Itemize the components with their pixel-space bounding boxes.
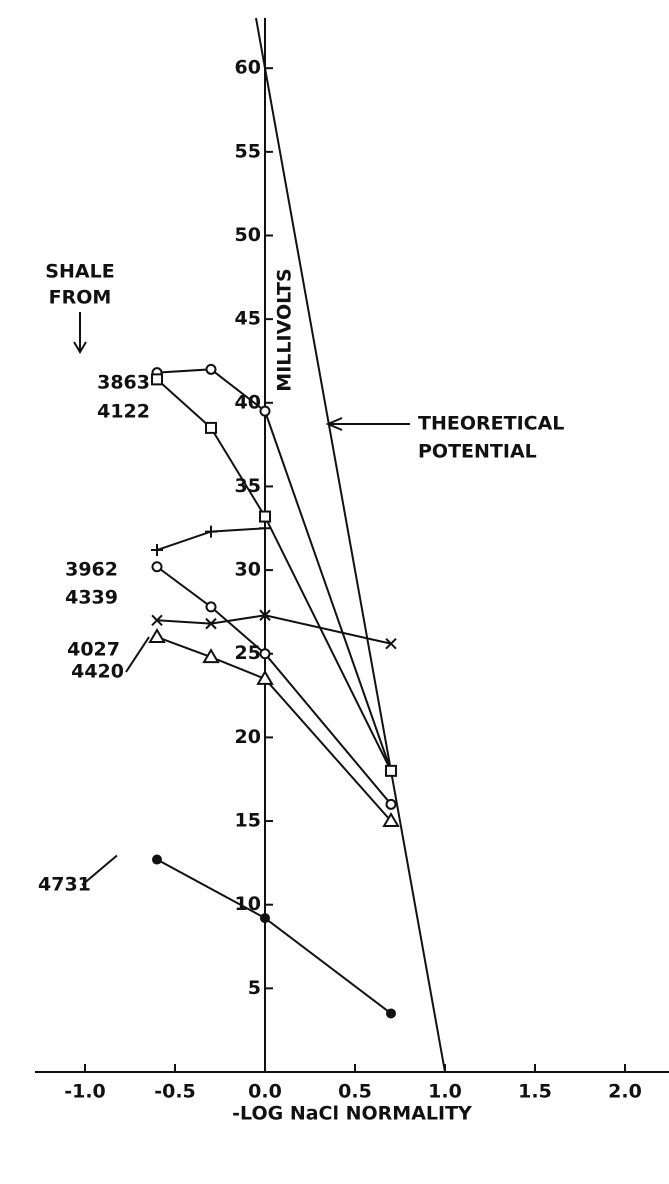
marker [151,561,163,573]
legend-title: SHALE [45,261,114,283]
series-line [156,858,392,1015]
marker [256,669,274,685]
legend-label: 4027 [67,639,120,661]
marker [259,510,271,523]
theoretical-line [255,17,446,1073]
series-line [156,368,392,772]
y-axis-label: MILLIVOLTS [274,268,296,391]
x-tick-label: -0.5 [154,1081,196,1103]
marker [151,614,163,626]
x-tick-label: 0.0 [248,1081,282,1103]
marker [386,1008,396,1019]
annotation: THEORETICAL [418,413,564,435]
y-tick-label: 5 [248,977,261,999]
marker [385,798,397,810]
marker [259,522,271,535]
series-line [156,378,392,772]
legend-label: 4122 [97,401,150,423]
leader-line [125,636,150,673]
y-tick-label: 10 [235,893,261,915]
y-tick-label: 25 [235,642,261,664]
x-tick-label: 0.5 [338,1081,372,1103]
y-tick-label: 30 [235,559,261,581]
marker [151,373,163,386]
y-tick-label: 40 [235,391,261,413]
x-tick-label: 1.0 [428,1081,462,1103]
marker [259,609,271,621]
marker [148,628,166,644]
y-tick-label: 20 [235,726,261,748]
legend-arrow [73,312,87,354]
marker [202,648,220,664]
y-tick-label: 45 [235,308,261,330]
y-tick-label: 60 [235,57,261,79]
marker [205,525,217,538]
legend-label: 4420 [71,661,124,683]
leader-line [81,854,118,886]
legend-label: 4339 [65,587,118,609]
marker [151,544,163,557]
series-line [156,614,392,645]
marker [260,913,270,924]
marker [382,812,400,828]
y-tick-label: 35 [235,475,261,497]
annotation-arrow [325,417,410,431]
marker [205,617,217,630]
x-tick-label: -1.0 [64,1081,106,1103]
legend-label: 3863 [97,372,150,394]
y-tick-label: 15 [235,810,261,832]
y-tick-label: 55 [235,140,261,162]
legend-title: FROM [49,287,112,309]
series-line [156,636,392,822]
x-axis-label: -LOG NaCl NORMALITY [232,1103,472,1125]
marker [152,854,162,865]
marker [385,764,397,777]
x-tick-label: 1.5 [518,1081,552,1103]
marker [205,363,217,375]
marker [259,648,271,660]
marker [205,601,217,613]
marker [205,421,217,434]
series-line [156,565,392,805]
annotation: POTENTIAL [418,441,537,463]
x-tick-label: 2.0 [608,1081,642,1103]
legend-label: 3962 [65,559,118,581]
y-tick-label: 50 [235,224,261,246]
legend-label: 4731 [38,874,91,896]
marker [259,405,271,417]
marker [385,638,397,650]
